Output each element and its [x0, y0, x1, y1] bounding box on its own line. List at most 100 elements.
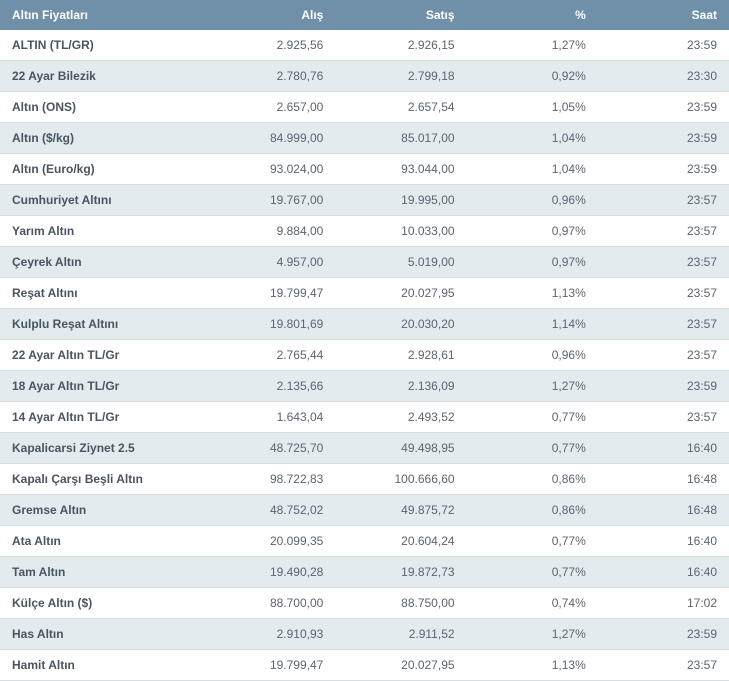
gold-prices-table: Altın Fiyatları Alış Satış % Saat ALTIN … — [0, 0, 729, 681]
cell-sell: 19.995,00 — [335, 185, 466, 216]
cell-pct: 1,14% — [467, 309, 598, 340]
cell-pct: 1,05% — [467, 92, 598, 123]
cell-buy: 98.722,83 — [204, 464, 335, 495]
cell-name: Tam Altın — [0, 557, 204, 588]
cell-buy: 2.925,56 — [204, 30, 335, 61]
cell-time: 16:40 — [598, 433, 729, 464]
cell-pct: 1,27% — [467, 371, 598, 402]
cell-buy: 19.799,47 — [204, 650, 335, 681]
cell-sell: 85.017,00 — [335, 123, 466, 154]
table-row: ALTIN (TL/GR)2.925,562.926,151,27%23:59 — [0, 30, 729, 61]
cell-buy: 1.643,04 — [204, 402, 335, 433]
cell-sell: 2.911,52 — [335, 619, 466, 650]
cell-sell: 2.136,09 — [335, 371, 466, 402]
cell-time: 16:48 — [598, 495, 729, 526]
table-row: Kapalicarsi Ziynet 2.548.725,7049.498,95… — [0, 433, 729, 464]
cell-pct: 0,77% — [467, 557, 598, 588]
cell-sell: 49.875,72 — [335, 495, 466, 526]
cell-name: Kulplu Reşat Altını — [0, 309, 204, 340]
table-body: ALTIN (TL/GR)2.925,562.926,151,27%23:592… — [0, 30, 729, 681]
cell-time: 23:57 — [598, 309, 729, 340]
cell-name: Cumhuriyet Altını — [0, 185, 204, 216]
cell-name: Kapalicarsi Ziynet 2.5 — [0, 433, 204, 464]
cell-buy: 88.700,00 — [204, 588, 335, 619]
cell-name: Yarım Altın — [0, 216, 204, 247]
cell-name: 18 Ayar Altın TL/Gr — [0, 371, 204, 402]
header-time: Saat — [598, 0, 729, 30]
cell-pct: 0,96% — [467, 185, 598, 216]
cell-pct: 0,97% — [467, 247, 598, 278]
table-row: 18 Ayar Altın TL/Gr2.135,662.136,091,27%… — [0, 371, 729, 402]
cell-pct: 0,74% — [467, 588, 598, 619]
table-header: Altın Fiyatları Alış Satış % Saat — [0, 0, 729, 30]
cell-time: 23:57 — [598, 247, 729, 278]
cell-pct: 0,77% — [467, 526, 598, 557]
cell-sell: 93.044,00 — [335, 154, 466, 185]
cell-name: Altın ($/kg) — [0, 123, 204, 154]
cell-buy: 84.999,00 — [204, 123, 335, 154]
cell-buy: 48.752,02 — [204, 495, 335, 526]
cell-time: 23:30 — [598, 61, 729, 92]
cell-pct: 0,77% — [467, 402, 598, 433]
cell-name: Kapalı Çarşı Beşli Altın — [0, 464, 204, 495]
cell-name: Reşat Altını — [0, 278, 204, 309]
cell-sell: 2.928,61 — [335, 340, 466, 371]
cell-time: 16:40 — [598, 557, 729, 588]
cell-buy: 2.135,66 — [204, 371, 335, 402]
cell-sell: 20.027,95 — [335, 278, 466, 309]
cell-time: 23:59 — [598, 154, 729, 185]
table-row: Altın ($/kg)84.999,0085.017,001,04%23:59 — [0, 123, 729, 154]
table-row: Çeyrek Altın4.957,005.019,000,97%23:57 — [0, 247, 729, 278]
cell-name: Altın (ONS) — [0, 92, 204, 123]
cell-sell: 2.926,15 — [335, 30, 466, 61]
table-row: Altın (Euro/kg)93.024,0093.044,001,04%23… — [0, 154, 729, 185]
cell-buy: 9.884,00 — [204, 216, 335, 247]
cell-sell: 2.657,54 — [335, 92, 466, 123]
cell-time: 23:57 — [598, 340, 729, 371]
cell-time: 23:57 — [598, 185, 729, 216]
cell-name: Ata Altın — [0, 526, 204, 557]
cell-sell: 2.799,18 — [335, 61, 466, 92]
cell-sell: 20.027,95 — [335, 650, 466, 681]
cell-pct: 0,77% — [467, 433, 598, 464]
cell-sell: 10.033,00 — [335, 216, 466, 247]
header-buy: Alış — [204, 0, 335, 30]
cell-time: 16:40 — [598, 526, 729, 557]
cell-name: Hamit Altın — [0, 650, 204, 681]
cell-time: 23:59 — [598, 619, 729, 650]
table-row: Has Altın2.910,932.911,521,27%23:59 — [0, 619, 729, 650]
cell-buy: 93.024,00 — [204, 154, 335, 185]
cell-pct: 1,27% — [467, 619, 598, 650]
cell-buy: 2.765,44 — [204, 340, 335, 371]
table-row: Gremse Altın48.752,0249.875,720,86%16:48 — [0, 495, 729, 526]
cell-time: 23:59 — [598, 30, 729, 61]
cell-sell: 5.019,00 — [335, 247, 466, 278]
table-row: Hamit Altın19.799,4720.027,951,13%23:57 — [0, 650, 729, 681]
cell-time: 23:57 — [598, 216, 729, 247]
table-row: 14 Ayar Altın TL/Gr1.643,042.493,520,77%… — [0, 402, 729, 433]
cell-pct: 1,04% — [467, 123, 598, 154]
cell-pct: 0,96% — [467, 340, 598, 371]
cell-time: 23:57 — [598, 278, 729, 309]
table-row: Ata Altın20.099,3520.604,240,77%16:40 — [0, 526, 729, 557]
cell-name: Çeyrek Altın — [0, 247, 204, 278]
table-row: Cumhuriyet Altını19.767,0019.995,000,96%… — [0, 185, 729, 216]
cell-buy: 48.725,70 — [204, 433, 335, 464]
cell-name: Külçe Altın ($) — [0, 588, 204, 619]
header-sell: Satış — [335, 0, 466, 30]
cell-time: 23:57 — [598, 650, 729, 681]
cell-sell: 20.030,20 — [335, 309, 466, 340]
table-row: Kapalı Çarşı Beşli Altın98.722,83100.666… — [0, 464, 729, 495]
cell-pct: 0,86% — [467, 495, 598, 526]
cell-sell: 20.604,24 — [335, 526, 466, 557]
cell-time: 23:59 — [598, 92, 729, 123]
cell-buy: 19.767,00 — [204, 185, 335, 216]
cell-name: 14 Ayar Altın TL/Gr — [0, 402, 204, 433]
table-row: 22 Ayar Altın TL/Gr2.765,442.928,610,96%… — [0, 340, 729, 371]
cell-sell: 100.666,60 — [335, 464, 466, 495]
cell-buy: 4.957,00 — [204, 247, 335, 278]
cell-sell: 2.493,52 — [335, 402, 466, 433]
cell-name: 22 Ayar Bilezik — [0, 61, 204, 92]
cell-time: 23:59 — [598, 123, 729, 154]
cell-pct: 1,13% — [467, 278, 598, 309]
